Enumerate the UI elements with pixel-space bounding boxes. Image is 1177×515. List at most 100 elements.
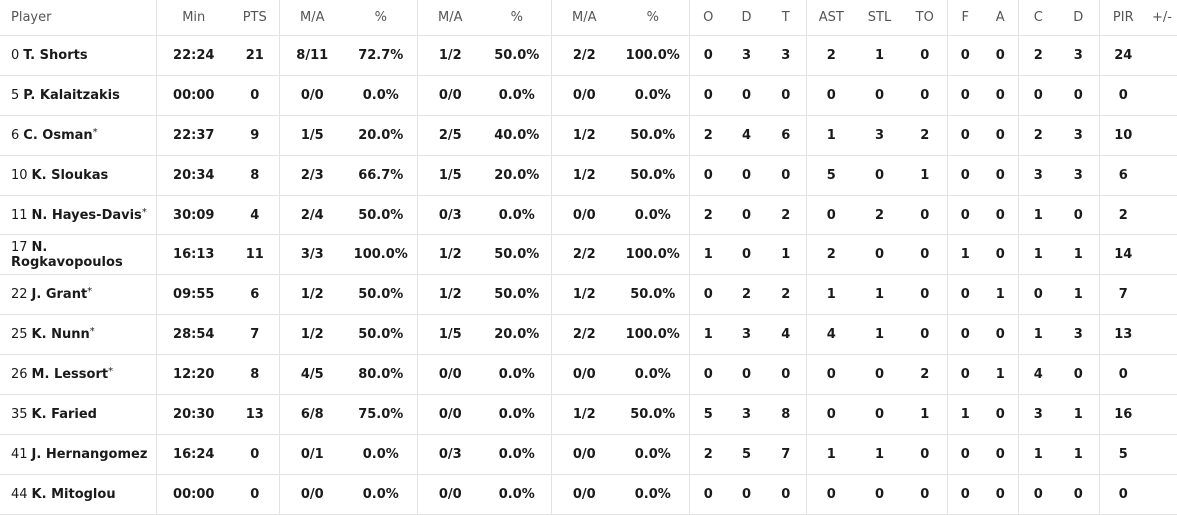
column-header-total-rebounds[interactable]: T xyxy=(766,0,806,36)
player-name-link[interactable]: P. Kalaitzakis xyxy=(23,87,120,103)
player-cell[interactable]: 35 K. Faried xyxy=(0,394,156,435)
player-cell[interactable]: 10 K. Sloukas xyxy=(0,155,156,196)
column-header-ft-pct[interactable]: % xyxy=(617,0,689,36)
stat-fouls-committed: 1 xyxy=(1017,234,1058,276)
table-row[interactable]: 17 N. Rogkavopoulos 16:13 11 3/3 100.0% 1/2 50.… xyxy=(0,234,1177,276)
player-cell[interactable]: 11 N. Hayes-Davis* xyxy=(0,195,156,236)
stat-2pt-made-attempted: 0/0 xyxy=(278,474,345,515)
column-header-2pt-pct[interactable]: % xyxy=(345,0,417,36)
stat-minutes: 22:24 xyxy=(155,35,231,76)
stat-2pt-pct: 66.7% xyxy=(345,155,417,196)
player-name-link[interactable]: N. Hayes-Davis xyxy=(31,207,142,223)
player-number: 10 xyxy=(11,167,28,183)
stat-plus-minus xyxy=(1147,155,1177,196)
column-header-defensive-rebounds[interactable]: D xyxy=(727,0,766,36)
player-number: 41 xyxy=(11,446,28,462)
table-row[interactable]: 11 N. Hayes-Davis* 30:09 4 2/4 50.0% 0/3 0.0% 0/… xyxy=(0,195,1177,236)
player-cell[interactable]: 5 P. Kalaitzakis xyxy=(0,75,156,116)
stat-ft-pct: 100.0% xyxy=(617,234,689,276)
player-name-link[interactable]: K. Nunn xyxy=(31,327,90,343)
stat-pir: 13 xyxy=(1098,314,1147,356)
stat-3pt-made-attempted: 2/5 xyxy=(416,115,483,156)
stat-2pt-made-attempted: 1/2 xyxy=(278,274,345,316)
stat-fouls-drawn: 0 xyxy=(1058,354,1099,396)
column-header-blocks-against[interactable]: A xyxy=(983,0,1018,36)
column-header-blocks-for[interactable]: F xyxy=(946,0,983,36)
table-row[interactable]: 10 K. Sloukas 20:34 8 2/3 66.7% 1/5 20.0% 1/2 50.… xyxy=(0,155,1177,196)
stat-steals: 1 xyxy=(856,274,903,316)
player-cell[interactable]: 44 K. Mitoglou xyxy=(0,474,156,515)
table-row[interactable]: 35 K. Faried 20:30 13 6/8 75.0% 0/0 0.0% 1/2 50.0… xyxy=(0,394,1177,435)
stat-fouls-drawn: 1 xyxy=(1058,434,1099,475)
column-header-turnovers[interactable]: TO xyxy=(903,0,947,36)
stat-ft-made-attempted: 1/2 xyxy=(550,274,617,316)
stat-ft-made-attempted: 0/0 xyxy=(550,434,617,475)
stat-fouls-committed: 1 xyxy=(1017,195,1058,236)
stat-blocks-against: 1 xyxy=(983,354,1018,396)
stat-total-rebounds: 0 xyxy=(766,474,806,515)
player-cell[interactable]: 25 K. Nunn* xyxy=(0,314,156,356)
player-cell[interactable]: 17 N. Rogkavopoulos xyxy=(0,234,156,276)
stat-pir: 10 xyxy=(1098,115,1147,156)
player-name-link[interactable]: K. Faried xyxy=(31,406,97,422)
player-name-link[interactable]: K. Mitoglou xyxy=(31,486,116,502)
player-cell[interactable]: 0 T. Shorts xyxy=(0,35,156,76)
stat-3pt-pct: 0.0% xyxy=(483,394,551,435)
stat-3pt-made-attempted: 1/2 xyxy=(416,274,483,316)
table-row[interactable]: 0 T. Shorts 22:24 21 8/11 72.7% 1/2 50.0% 2/2 100… xyxy=(0,35,1177,76)
stat-turnovers: 2 xyxy=(903,354,947,396)
player-cell[interactable]: 41 J. Hernangomez xyxy=(0,434,156,475)
column-header-assists[interactable]: AST xyxy=(805,0,856,36)
stat-2pt-made-attempted: 2/4 xyxy=(278,195,345,236)
stat-2pt-made-attempted: 8/11 xyxy=(278,35,345,76)
stat-defensive-rebounds: 3 xyxy=(727,394,766,435)
stat-steals: 3 xyxy=(856,115,903,156)
table-row[interactable]: 44 K. Mitoglou 00:00 0 0/0 0.0% 0/0 0.0% 0/0 0.0%… xyxy=(0,474,1177,515)
stat-fouls-drawn: 1 xyxy=(1058,274,1099,316)
column-header-min[interactable]: Min xyxy=(155,0,231,36)
stat-fouls-committed: 1 xyxy=(1017,314,1058,356)
stat-blocks-against: 0 xyxy=(983,35,1018,76)
player-cell[interactable]: 22 J. Grant* xyxy=(0,274,156,316)
stat-steals: 0 xyxy=(856,354,903,396)
column-header-3pt-pct[interactable]: % xyxy=(483,0,551,36)
column-header-pir[interactable]: PIR xyxy=(1098,0,1147,36)
stat-steals: 1 xyxy=(856,314,903,356)
stat-minutes: 20:34 xyxy=(155,155,231,196)
column-header-fouls-committed[interactable]: C xyxy=(1017,0,1058,36)
column-header-steals[interactable]: STL xyxy=(856,0,903,36)
player-name-link[interactable]: M. Lessort xyxy=(31,367,109,383)
player-cell[interactable]: 26 M. Lessort* xyxy=(0,354,156,396)
table-row[interactable]: 6 C. Osman* 22:37 9 1/5 20.0% 2/5 40.0% 1/2 50.0%… xyxy=(0,115,1177,156)
stat-plus-minus xyxy=(1147,394,1177,435)
player-name-link[interactable]: C. Osman xyxy=(23,127,93,143)
table-row[interactable]: 26 M. Lessort* 12:20 8 4/5 80.0% 0/0 0.0% 0/0 0.0… xyxy=(0,354,1177,396)
column-header-fouls-drawn[interactable]: D xyxy=(1058,0,1099,36)
table-row[interactable]: 5 P. Kalaitzakis 00:00 0 0/0 0.0% 0/0 0.0% 0/0 0.… xyxy=(0,75,1177,116)
stat-fouls-drawn: 3 xyxy=(1058,314,1099,356)
column-header-player[interactable]: Player xyxy=(0,0,156,36)
player-name-link[interactable]: N. Rogkavopoulos xyxy=(11,239,123,270)
stat-total-rebounds: 4 xyxy=(766,314,806,356)
player-name-link[interactable]: T. Shorts xyxy=(23,47,88,63)
stat-offensive-rebounds: 2 xyxy=(688,195,727,236)
player-cell[interactable]: 6 C. Osman* xyxy=(0,115,156,156)
stat-3pt-made-attempted: 1/2 xyxy=(416,234,483,276)
stat-turnovers: 2 xyxy=(903,115,947,156)
player-name-link[interactable]: J. Grant xyxy=(31,287,88,303)
stat-points: 11 xyxy=(231,234,279,276)
table-row[interactable]: 25 K. Nunn* 28:54 7 1/2 50.0% 1/5 20.0% 2/2 100.0… xyxy=(0,314,1177,356)
table-row[interactable]: 22 J. Grant* 09:55 6 1/2 50.0% 1/2 50.0% 1/2 50.0… xyxy=(0,274,1177,316)
player-name-link[interactable]: K. Sloukas xyxy=(31,167,109,183)
column-header-offensive-rebounds[interactable]: O xyxy=(688,0,727,36)
column-header-ft-made-attempted[interactable]: M/A xyxy=(550,0,617,36)
column-header-plus-minus[interactable]: +/- xyxy=(1147,0,1177,36)
player-name-link[interactable]: J. Hernangomez xyxy=(31,446,148,462)
column-header-3pt-made-attempted[interactable]: M/A xyxy=(416,0,483,36)
stat-2pt-pct: 0.0% xyxy=(345,434,417,475)
column-header-pts[interactable]: PTS xyxy=(231,0,279,36)
player-number: 44 xyxy=(11,486,28,502)
table-row[interactable]: 41 J. Hernangomez 16:24 0 0/1 0.0% 0/3 0.0% 0/0 0… xyxy=(0,434,1177,475)
column-header-2pt-made-attempted[interactable]: M/A xyxy=(278,0,345,36)
stat-minutes: 16:24 xyxy=(155,434,231,475)
